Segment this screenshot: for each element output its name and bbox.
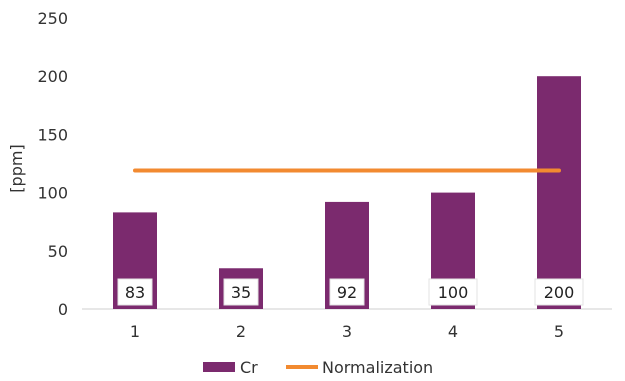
y-tick-label: 200 xyxy=(37,67,68,86)
y-tick-label: 50 xyxy=(48,242,68,261)
data-label-box xyxy=(223,278,259,306)
y-axis-label: [ppm] xyxy=(7,144,26,192)
y-tick-label: 250 xyxy=(37,9,68,28)
data-labels: 83 35 92 100 200 xyxy=(117,278,584,306)
y-tick-label: 100 xyxy=(37,184,68,203)
data-label: 35 xyxy=(231,283,251,302)
legend: Cr Normalization xyxy=(203,358,433,377)
legend-label-cr: Cr xyxy=(240,358,258,377)
data-label: 83 xyxy=(125,283,145,302)
bar-cr-5 xyxy=(537,76,581,309)
x-tick-label: 5 xyxy=(554,322,564,341)
data-label: 200 xyxy=(544,283,575,302)
data-label: 100 xyxy=(438,283,469,302)
data-label-box xyxy=(428,278,478,306)
y-tick-label: 150 xyxy=(37,125,68,144)
x-tick-label: 1 xyxy=(130,322,140,341)
x-axis-ticks: 1 2 3 4 5 xyxy=(130,322,564,341)
data-label-box xyxy=(117,278,153,306)
x-tick-label: 3 xyxy=(342,322,352,341)
data-label-box xyxy=(534,278,584,306)
x-tick-label: 4 xyxy=(448,322,458,341)
x-tick-label: 2 xyxy=(236,322,246,341)
bars xyxy=(113,76,581,309)
data-label-box xyxy=(329,278,365,306)
y-axis-ticks: 0 50 100 150 200 250 xyxy=(37,9,68,319)
legend-label-normalization: Normalization xyxy=(322,358,433,377)
data-label: 92 xyxy=(337,283,357,302)
y-tick-label: 0 xyxy=(58,300,68,319)
legend-swatch-cr xyxy=(203,362,235,372)
